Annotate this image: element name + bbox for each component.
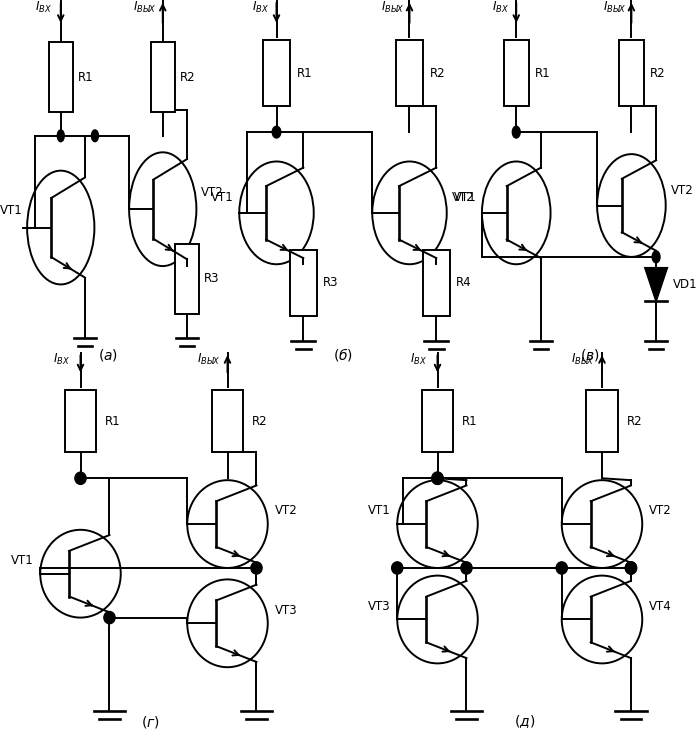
Circle shape (625, 562, 636, 574)
Circle shape (104, 611, 115, 624)
Text: $I_{ВЫХ}$: $I_{ВЫХ}$ (603, 0, 627, 15)
Bar (421, 390, 454, 451)
Text: VT2: VT2 (274, 504, 298, 517)
Circle shape (392, 562, 403, 574)
Bar (504, 40, 528, 106)
Text: $I_{ВЫХ}$: $I_{ВЫХ}$ (381, 0, 404, 15)
Text: VT3: VT3 (368, 600, 391, 613)
Text: $I_{ВХ}$: $I_{ВХ}$ (35, 0, 52, 15)
Text: R1: R1 (78, 70, 94, 84)
Circle shape (75, 472, 86, 484)
Text: $I_{ВЫХ}$: $I_{ВЫХ}$ (197, 352, 220, 368)
Circle shape (556, 562, 567, 574)
Text: $I_{ВЫХ}$: $I_{ВЫХ}$ (132, 0, 156, 15)
Bar (150, 42, 175, 112)
Bar (423, 250, 449, 316)
Text: $(г)$: $(г)$ (141, 714, 160, 730)
Text: R2: R2 (650, 67, 666, 80)
Text: $I_{ВХ}$: $I_{ВХ}$ (251, 0, 269, 15)
Polygon shape (645, 268, 667, 301)
Text: R1: R1 (462, 415, 477, 427)
Text: $I_{ВЫХ}$: $I_{ВЫХ}$ (571, 352, 595, 368)
Circle shape (92, 130, 99, 142)
Circle shape (512, 126, 520, 138)
Circle shape (461, 562, 472, 574)
Text: VT1: VT1 (10, 554, 34, 567)
Circle shape (652, 251, 660, 263)
Circle shape (272, 126, 281, 138)
Text: $(а)$: $(а)$ (99, 347, 118, 363)
Text: $(б)$: $(б)$ (333, 346, 353, 363)
Text: $I_{ВХ}$: $I_{ВХ}$ (53, 352, 70, 368)
Bar (211, 390, 244, 451)
Text: VT3: VT3 (274, 603, 298, 617)
Circle shape (432, 472, 443, 484)
Text: VT1: VT1 (368, 504, 391, 517)
Text: VT1: VT1 (0, 204, 23, 217)
Text: VD1: VD1 (673, 278, 698, 291)
Text: VT1: VT1 (211, 191, 234, 204)
Text: R3: R3 (323, 276, 339, 289)
Bar (263, 40, 290, 106)
Text: VT1: VT1 (454, 191, 477, 204)
Bar (396, 40, 423, 106)
Text: R1: R1 (535, 67, 550, 80)
Text: VT2: VT2 (201, 186, 223, 199)
Text: $I_{ВХ}$: $I_{ВХ}$ (410, 352, 427, 368)
Text: VT2: VT2 (452, 191, 475, 204)
Text: $(д)$: $(д)$ (514, 713, 536, 730)
Text: R1: R1 (105, 415, 120, 427)
Text: VT2: VT2 (671, 184, 693, 197)
Text: $I_{ВХ}$: $I_{ВХ}$ (492, 0, 509, 15)
Circle shape (625, 562, 636, 574)
Bar (64, 390, 97, 451)
Text: $(в)$: $(в)$ (580, 347, 600, 363)
Text: R1: R1 (297, 67, 312, 80)
Bar (290, 250, 316, 316)
Circle shape (432, 472, 443, 484)
Text: R3: R3 (204, 272, 220, 286)
Text: VT2: VT2 (650, 504, 672, 517)
Text: R2: R2 (180, 70, 196, 84)
Bar (587, 390, 617, 451)
Bar (49, 42, 73, 112)
Text: R2: R2 (626, 415, 642, 427)
Bar (619, 40, 644, 106)
Text: R2: R2 (252, 415, 267, 427)
Bar (175, 244, 199, 314)
Text: R4: R4 (456, 276, 472, 289)
Text: R2: R2 (429, 67, 445, 80)
Text: VT4: VT4 (650, 600, 672, 613)
Circle shape (251, 562, 262, 574)
Circle shape (57, 130, 64, 142)
